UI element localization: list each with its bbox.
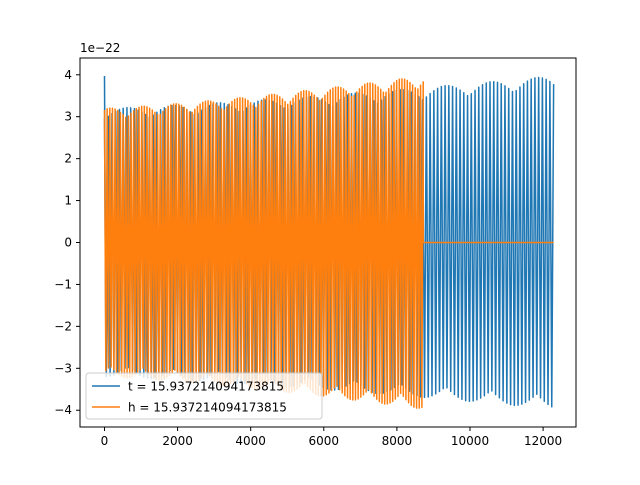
x-tick-label: 0 <box>101 434 109 448</box>
y-tick-label: 4 <box>64 68 72 82</box>
x-tick-label: 8000 <box>382 434 413 448</box>
legend-box <box>85 372 323 420</box>
y-tick-label: 3 <box>64 110 72 124</box>
y-tick-label: 1 <box>64 194 72 208</box>
x-axis: 0 2000 4000 6000 8000 10000 12000 <box>101 427 562 448</box>
y-tick-label: −2 <box>54 319 72 333</box>
x-tick-label: 4000 <box>235 434 266 448</box>
y-tick-label: 2 <box>64 152 72 166</box>
legend-label-2: h = 15.937214094173815 <box>128 401 287 415</box>
x-tick-label: 10000 <box>451 434 489 448</box>
x-tick-label: 2000 <box>162 434 193 448</box>
y-tick-label: −3 <box>54 361 72 375</box>
y-tick-label: −1 <box>54 277 72 291</box>
y-offset-label: 1e−22 <box>80 41 120 55</box>
y-axis: −4 −3 −2 −1 0 1 2 3 4 <box>54 68 80 417</box>
y-tick-label: 0 <box>64 236 72 250</box>
legend-label-1: t = 15.937214094173815 <box>128 380 284 394</box>
x-tick-label: 12000 <box>524 434 562 448</box>
y-tick-label: −4 <box>54 403 72 417</box>
legend: t = 15.937214094173815 h = 15.93721409417… <box>85 372 323 420</box>
x-tick-label: 6000 <box>309 434 340 448</box>
